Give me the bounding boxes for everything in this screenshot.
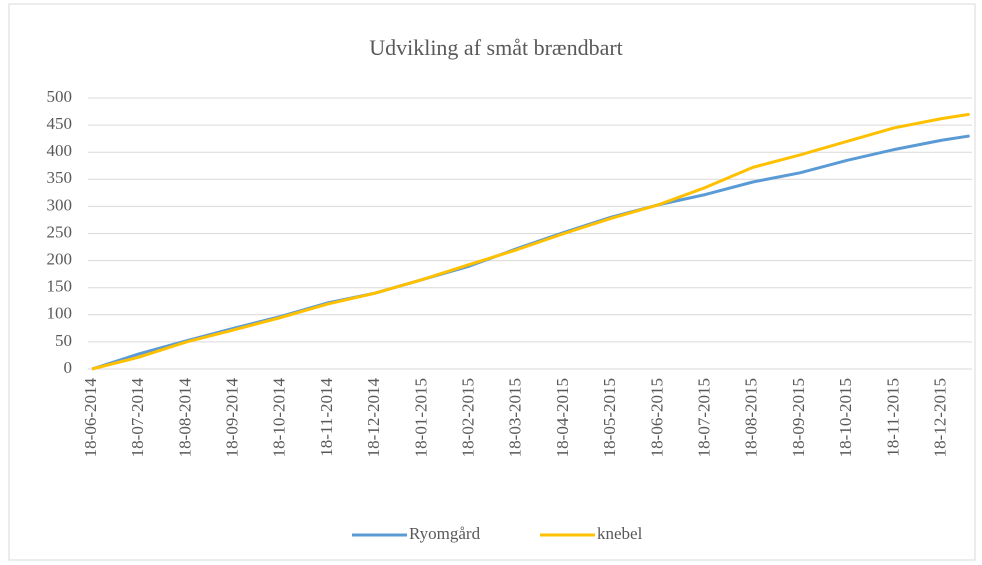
y-tick-label: 150 xyxy=(47,277,73,296)
x-tick-label: 18-10-2014 xyxy=(270,378,289,458)
x-tick-label: 18-08-2014 xyxy=(175,378,194,458)
y-tick-label: 200 xyxy=(47,250,73,269)
chart-title: Udvikling af småt brændbart xyxy=(369,35,623,60)
x-tick-label: 18-04-2015 xyxy=(553,378,572,457)
y-tick-label: 400 xyxy=(47,141,73,160)
legend-label: Ryomgård xyxy=(409,524,481,543)
chart-frame xyxy=(8,3,976,561)
y-tick-label: 450 xyxy=(47,114,73,133)
x-tick-label: 18-07-2014 xyxy=(128,378,147,458)
y-tick-label: 500 xyxy=(47,87,73,106)
x-tick-label: 18-06-2015 xyxy=(647,378,666,457)
x-tick-label: 18-11-2014 xyxy=(317,378,336,457)
x-tick-label: 18-07-2015 xyxy=(695,378,714,457)
y-tick-label: 350 xyxy=(47,168,73,187)
x-tick-label: 18-03-2015 xyxy=(506,378,525,457)
x-tick-label: 18-10-2015 xyxy=(836,378,855,457)
x-tick-label: 18-12-2014 xyxy=(364,378,383,458)
x-tick-label: 18-09-2014 xyxy=(223,378,242,458)
y-tick-label: 100 xyxy=(47,304,73,323)
y-tick-label: 0 xyxy=(64,358,73,377)
series-line xyxy=(91,112,970,371)
x-tick-label: 18-02-2015 xyxy=(459,378,478,457)
x-tick-label: 18-01-2015 xyxy=(411,378,430,457)
x-tick-label: 18-11-2015 xyxy=(883,378,902,457)
legend-label: knebel xyxy=(597,524,643,543)
x-tick-label: 18-12-2015 xyxy=(931,378,950,457)
x-tick-label: 18-05-2015 xyxy=(600,378,619,457)
y-tick-label: 250 xyxy=(47,222,73,241)
y-tick-label: 50 xyxy=(55,331,72,350)
x-tick-label: 18-06-2014 xyxy=(81,378,100,458)
x-tick-label: 18-09-2015 xyxy=(789,378,808,457)
y-tick-label: 300 xyxy=(47,195,73,214)
x-tick-label: 18-08-2015 xyxy=(742,378,761,457)
